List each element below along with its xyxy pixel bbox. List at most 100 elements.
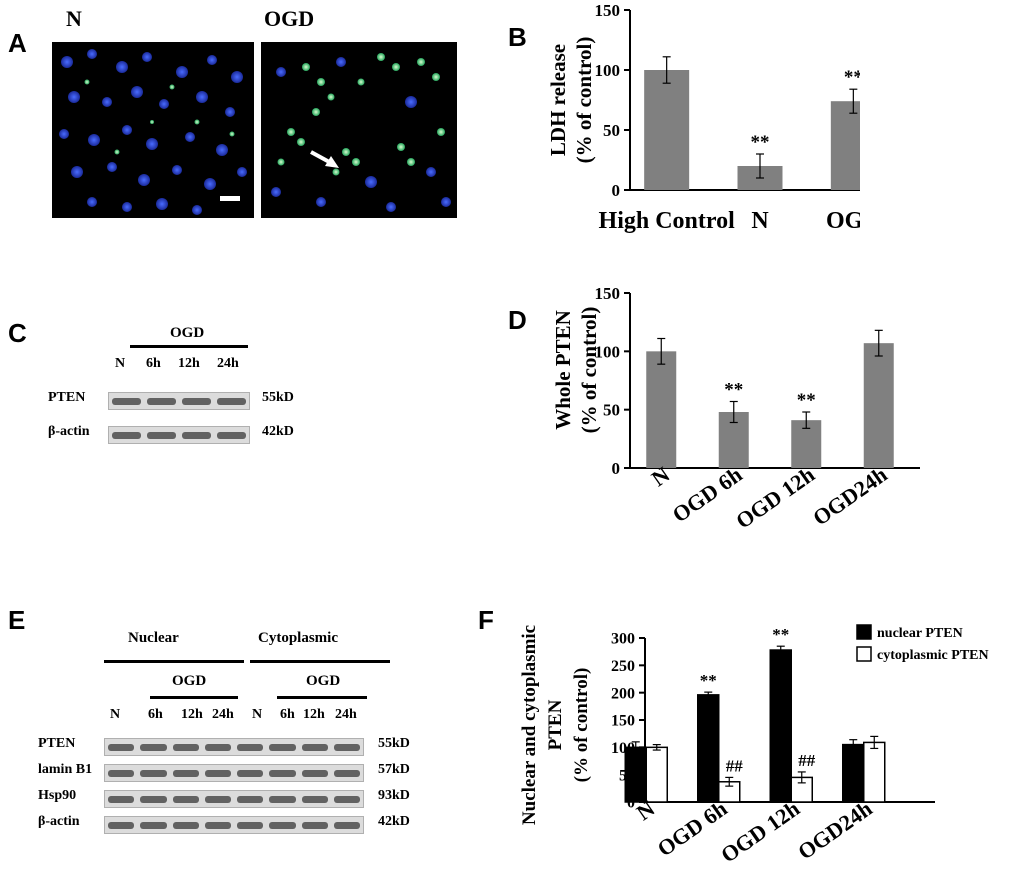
panel-letter-c: C [8, 318, 27, 348]
protein-band [182, 398, 211, 405]
protein-band [108, 822, 135, 829]
panel-letter-d: D [508, 305, 527, 335]
y-tick-label: 50 [603, 401, 620, 420]
arrow-head [325, 156, 339, 168]
x-tick-label: OGD24h [808, 462, 891, 531]
y-axis-label: Nuclear and cytoplasmic [519, 625, 540, 825]
y-tick-label: 0 [612, 459, 621, 478]
protein-band [204, 822, 231, 829]
micrograph-normoxia-cells [59, 49, 247, 215]
y-tick-label: 300 [611, 631, 635, 648]
scale-bar [220, 196, 240, 201]
y-axis-label: LDH release [546, 44, 570, 156]
micrograph-normoxia [52, 42, 254, 218]
molecular-weight: 55kD [378, 736, 410, 751]
lane-label: N [110, 707, 121, 722]
lane-label: 24h [217, 356, 239, 371]
band-name: β-actin [48, 424, 90, 439]
protein-band [204, 744, 231, 751]
bar [697, 694, 720, 803]
x-tick-label: OGD 12h [716, 796, 804, 868]
bar [863, 343, 894, 468]
nuclear-cytoplasmic-pten-chart: 050100150200250300Nuclear and cytoplasmi… [519, 624, 989, 868]
bar [830, 101, 860, 190]
x-tick-label: N [751, 208, 769, 234]
y-tick-label: 200 [611, 685, 635, 702]
y-tick-label: 150 [595, 1, 621, 20]
molecular-weight: 57kD [378, 762, 410, 777]
x-tick-label: OGD [826, 208, 860, 234]
y-tick-label: 150 [595, 284, 621, 303]
panel-letter-a: A [8, 28, 27, 58]
band-name: β-actin [38, 814, 80, 829]
blot-strip [108, 426, 250, 444]
micrograph-ogd-cells [271, 53, 451, 212]
significance-mark: ** [700, 671, 717, 690]
protein-band [172, 770, 199, 777]
blot-strip [108, 392, 250, 410]
legend-label: cytoplasmic PTEN [877, 648, 989, 663]
protein-band [333, 744, 360, 751]
blot-e-ogd-label-nuclear: OGD [172, 673, 207, 689]
protein-band [172, 796, 199, 803]
legend-swatch [856, 624, 872, 640]
protein-band [140, 744, 167, 751]
significance-mark: ** [724, 380, 743, 401]
micrograph-n-label: N [66, 6, 82, 31]
protein-band [140, 796, 167, 803]
bar [644, 70, 690, 190]
blot-c-treatment-bar [130, 345, 248, 348]
micrograph-ogd-label: OGD [264, 6, 315, 31]
protein-band [217, 398, 246, 405]
protein-band [269, 822, 296, 829]
protein-band [172, 822, 199, 829]
y-tick-label: 100 [595, 342, 621, 361]
lane-label: 6h [280, 707, 295, 722]
lane-label: 12h [303, 707, 325, 722]
molecular-weight: 42kD [378, 814, 410, 829]
protein-band [269, 744, 296, 751]
protein-band [301, 744, 328, 751]
lane-label: 12h [178, 356, 200, 371]
lane-label: 24h [335, 707, 357, 722]
lane-label: 12h [181, 707, 203, 722]
protein-band [140, 822, 167, 829]
panel-letter-b: B [508, 22, 527, 52]
x-tick-label: High Control [599, 208, 736, 234]
blot-e-cytoplasmic-bar [250, 660, 390, 663]
protein-band [217, 432, 246, 439]
protein-band [269, 796, 296, 803]
y-tick-label: 0 [627, 795, 635, 812]
y-axis-label: (% of control) [572, 37, 596, 164]
lane-label: 6h [148, 707, 163, 722]
blot-e-nuclear-bar [104, 660, 244, 663]
x-tick-label: OGD24h [793, 796, 876, 865]
blot-strip [104, 816, 364, 834]
protein-band [108, 770, 135, 777]
lane-label: 24h [212, 707, 234, 722]
significance-mark: ** [797, 390, 816, 411]
micrograph-ogd [261, 42, 457, 218]
protein-band [147, 432, 176, 439]
bar [646, 351, 677, 468]
y-axis-label: PTEN [545, 699, 566, 750]
protein-band [333, 822, 360, 829]
protein-band [333, 770, 360, 777]
lane-label: N [252, 707, 263, 722]
legend-label: nuclear PTEN [877, 626, 963, 641]
blot-e-ogd-label-cyto: OGD [306, 673, 341, 689]
blot-e-ogd-bar-nuclear [150, 696, 238, 699]
significance-mark: ** [844, 67, 860, 88]
legend-swatch [856, 646, 872, 662]
molecular-weight: 42kD [262, 424, 294, 439]
bar [624, 746, 647, 803]
y-tick-label: 100 [595, 61, 621, 80]
lane-label: N [115, 356, 126, 371]
blot-e-cytoplasmic-label: Cytoplasmic [258, 630, 338, 646]
protein-band [172, 744, 199, 751]
panel-letter-f: F [478, 605, 494, 635]
protein-band [333, 796, 360, 803]
y-axis-label: (% of control) [571, 668, 592, 783]
band-name: PTEN [48, 390, 86, 405]
